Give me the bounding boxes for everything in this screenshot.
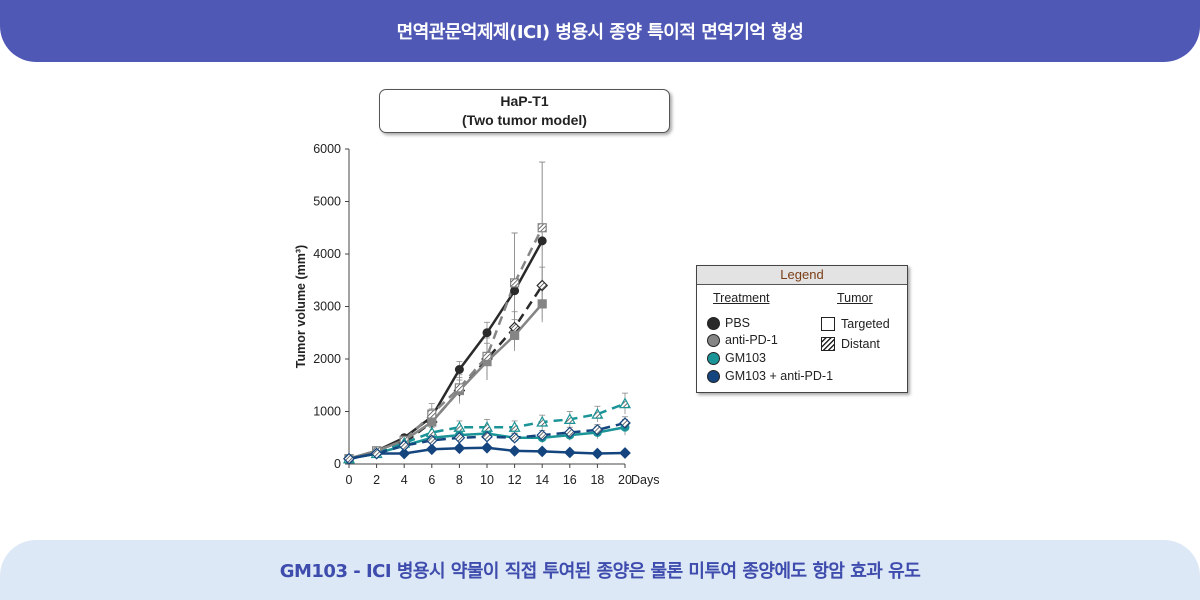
data-point [454,383,464,393]
legend-tumor-label: Distant [841,337,880,351]
data-point [482,351,492,361]
legend-title: Legend [697,266,907,285]
legend-tumor-distant: Distant [821,337,880,351]
data-point [510,286,520,296]
data-point [536,429,549,441]
x-tick-label: 8 [456,473,463,487]
legend-item-label: GM103 + anti-PD-1 [725,369,834,383]
legend-item-gm103-anti-pd1: GM103 + anti-PD-1 [707,369,833,383]
data-point [508,421,521,432]
anti-pd1-marker-icon [707,333,720,347]
bottom-banner: GM103 - ICI 병용시 약물이 직접 투여된 종양은 물론 미투여 종양… [0,540,1200,600]
data-point [591,447,604,460]
pbs-marker-icon [707,316,720,330]
data-point [508,445,521,457]
data-point [370,447,383,460]
page-title: 면역관문억제제(ICI) 병용시 종양 특이적 면역기억 형성 [396,22,804,43]
x-tick-label: 0 [346,473,353,487]
y-tick-label: 5000 [313,195,341,209]
data-point [482,328,492,338]
data-point [563,413,576,424]
legend-tumor-targeted: Targeted [821,317,890,331]
data-point [453,431,466,444]
x-tick-label: 6 [428,473,435,487]
legend-item-anti-pd1: anti-PD-1 [707,333,778,347]
data-point [591,407,604,419]
top-banner: 면역관문억제제(ICI) 병용시 종양 특이적 면역기억 형성 [0,0,1200,62]
y-tick-label: 4000 [313,247,341,261]
y-tick-label: 3000 [313,300,341,314]
data-point [619,417,631,429]
data-point [536,415,549,427]
data-point [398,439,411,452]
legend-item-label: PBS [725,316,751,330]
x-tick-label: 16 [563,473,577,487]
summary-text: GM103 - ICI 병용시 약물이 직접 투여된 종양은 물론 미투여 종양… [279,561,921,582]
data-point [510,330,520,340]
model-name: HaP-T1 [500,93,549,109]
data-point [481,430,493,443]
x-tick-label: 12 [508,473,522,487]
data-point [508,431,521,444]
data-point [425,443,438,456]
legend-item-pbs: PBS [707,316,750,330]
legend-tumor-heading: Tumor [837,291,873,305]
y-tick-label: 2000 [313,352,341,366]
data-point [425,434,438,447]
data-point [537,299,547,309]
hatched-square-icon [821,337,835,351]
y-axis-label: Tumor volume (mm³) [294,245,308,368]
data-point [453,421,466,432]
x-tick-label: 20 [618,473,632,487]
data-point [453,442,466,455]
gm103-anti-pd1-marker-icon [707,369,720,383]
legend-item-label: GM103 [725,351,766,365]
y-tick-label: 1000 [313,405,341,419]
data-point [619,447,631,459]
data-point [537,223,547,233]
x-tick-label: 18 [590,473,604,487]
x-tick-label: 14 [535,473,549,487]
data-point [343,452,355,465]
data-point [563,426,576,439]
data-point [427,409,437,419]
data-point [618,397,632,409]
x-tick-label: 2 [373,473,380,487]
x-axis-label: Days [631,473,659,487]
gm103-marker-icon [707,351,720,365]
legend-treatment-heading: Treatment [713,291,770,305]
open-square-icon [821,317,835,331]
x-tick-label: 10 [480,473,494,487]
x-tick-label: 4 [401,473,408,487]
data-point [536,445,549,458]
y-tick-label: 6000 [313,142,341,156]
legend-tumor-label: Targeted [841,317,890,331]
model-subtitle: (Two tumor model) [462,112,587,128]
data-point [563,446,576,459]
data-point [481,441,493,454]
data-point [536,279,549,292]
data-point [427,417,437,427]
data-point [591,424,604,436]
data-point [398,447,411,460]
y-tick-label: 0 [334,457,341,471]
legend-item-gm103: GM103 [707,351,766,365]
data-point [454,365,464,374]
legend-box: Legend Treatment Tumor PBS anti-PD-1 GM1… [696,265,908,393]
data-point [537,236,547,246]
data-point [510,278,520,288]
model-label-box: HaP-T1 (Two tumor model) [379,89,670,133]
tumor-volume-chart: 0 1000 2000 3000 4000 5000 6000 0 2 4 6 8 10 12 14 16 18… [294,142,659,487]
series-line [348,227,544,460]
legend-item-label: anti-PD-1 [725,333,778,347]
